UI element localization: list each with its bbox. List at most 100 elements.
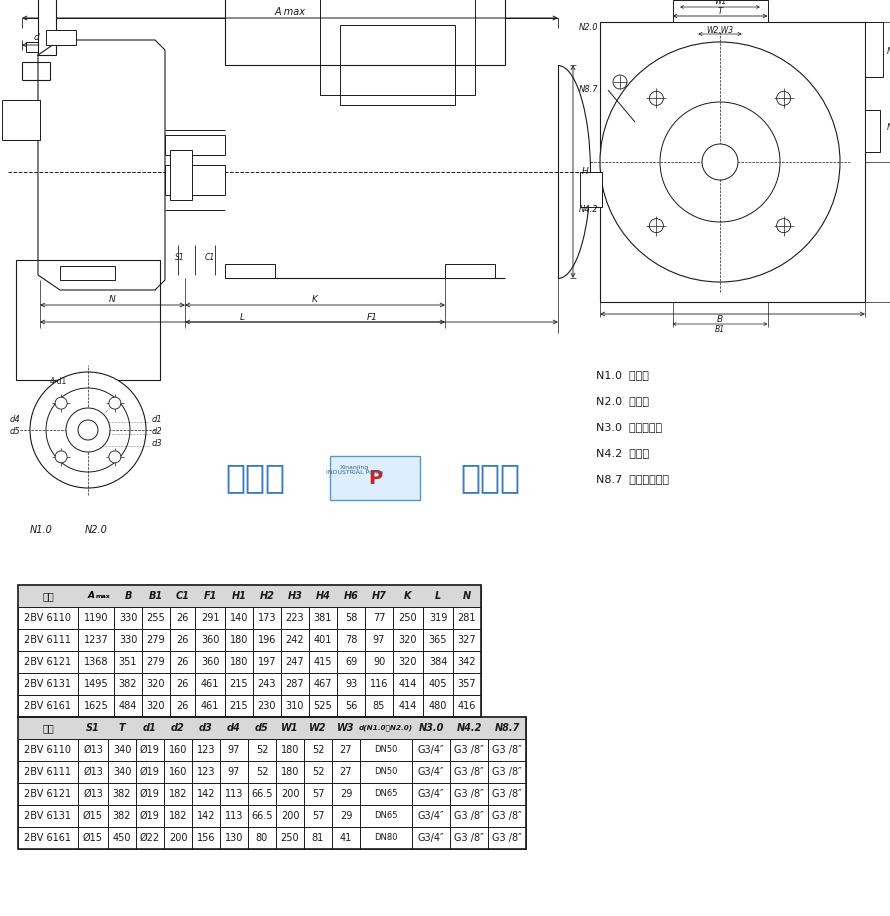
Text: 1190: 1190 [84, 613, 109, 623]
Text: N: N [109, 296, 116, 304]
Text: Ø19: Ø19 [140, 811, 160, 821]
Text: DN65: DN65 [375, 790, 398, 799]
Text: 29: 29 [340, 789, 352, 799]
Text: 291: 291 [201, 613, 219, 623]
Text: K: K [312, 296, 318, 304]
Text: 320: 320 [399, 635, 417, 645]
Text: H7: H7 [371, 591, 386, 601]
Circle shape [30, 372, 146, 488]
Text: N8.7  汽蚀保护接口: N8.7 汽蚀保护接口 [596, 474, 669, 484]
Text: B: B [717, 315, 723, 324]
Bar [865, 110, 880, 152]
Text: d(N1.0、N2.0): d(N1.0、N2.0) [359, 725, 413, 731]
Circle shape [66, 408, 110, 452]
Bar [865, 22, 883, 77]
Text: W3: W3 [337, 723, 355, 733]
Text: N1.0: N1.0 [30, 525, 53, 535]
Text: 250: 250 [399, 613, 417, 623]
Text: 484: 484 [118, 701, 137, 711]
Text: 130: 130 [225, 833, 243, 843]
Text: 1495: 1495 [84, 679, 109, 689]
Text: N4.2: N4.2 [578, 205, 598, 214]
Text: 461: 461 [201, 679, 219, 689]
Text: S1: S1 [86, 723, 100, 733]
Text: B1: B1 [149, 591, 163, 601]
Text: 255: 255 [147, 613, 166, 623]
Text: L: L [435, 591, 441, 601]
Circle shape [78, 420, 98, 440]
Text: DN80: DN80 [375, 834, 398, 843]
Text: max: max [96, 594, 110, 599]
Text: 2BV 6111: 2BV 6111 [25, 635, 71, 645]
Text: 27: 27 [340, 745, 352, 755]
Text: DN65: DN65 [375, 812, 398, 821]
Bar [18, 585, 481, 717]
Bar [18, 585, 481, 607]
Bar [225, 0, 505, 65]
Bar [330, 456, 420, 500]
Text: 382: 382 [113, 811, 131, 821]
Text: 461: 461 [201, 701, 219, 711]
Text: 113: 113 [225, 789, 243, 799]
Text: 1625: 1625 [84, 701, 109, 711]
Text: C1: C1 [205, 253, 215, 261]
Text: 90: 90 [373, 657, 385, 667]
Text: 287: 287 [286, 679, 304, 689]
Text: 116: 116 [370, 679, 388, 689]
Text: 57: 57 [312, 811, 324, 821]
Text: 123: 123 [197, 767, 215, 777]
Text: 180: 180 [281, 745, 299, 755]
Text: 80: 80 [256, 833, 268, 843]
Text: 450: 450 [113, 833, 131, 843]
Text: 330: 330 [118, 635, 137, 645]
Bar [673, 0, 767, 22]
Text: Ø19: Ø19 [140, 767, 160, 777]
Text: 310: 310 [286, 701, 304, 711]
Text: N2.0  排气口: N2.0 排气口 [596, 396, 649, 406]
Text: 1237: 1237 [84, 635, 109, 645]
Text: Ø19: Ø19 [140, 789, 160, 799]
Text: Ø19: Ø19 [140, 745, 160, 755]
Text: DN50: DN50 [375, 746, 398, 755]
Text: H3: H3 [287, 591, 303, 601]
Text: Ø13: Ø13 [83, 789, 103, 799]
Text: d3: d3 [152, 440, 163, 449]
Text: F1: F1 [203, 591, 216, 601]
Text: 182: 182 [169, 789, 187, 799]
Text: 52: 52 [255, 767, 268, 777]
Bar [170, 150, 192, 200]
Circle shape [702, 144, 738, 180]
Text: 新安江: 新安江 [225, 462, 285, 495]
Text: d3: d3 [199, 723, 213, 733]
Text: 1368: 1368 [84, 657, 109, 667]
Text: 351: 351 [118, 657, 137, 667]
Text: 2BV 6131: 2BV 6131 [25, 679, 71, 689]
Text: 56: 56 [344, 701, 357, 711]
Text: 340: 340 [113, 745, 131, 755]
Text: Ø15: Ø15 [83, 833, 103, 843]
Text: 200: 200 [280, 811, 299, 821]
Text: G3 /8″: G3 /8″ [492, 811, 522, 821]
Text: N8.7: N8.7 [494, 723, 520, 733]
Text: 26: 26 [176, 679, 189, 689]
Text: N: N [463, 591, 471, 601]
Text: 360: 360 [201, 635, 219, 645]
Text: W1: W1 [281, 723, 299, 733]
Text: N8.7: N8.7 [578, 85, 598, 94]
Text: 2BV 6110: 2BV 6110 [25, 745, 71, 755]
Text: 382: 382 [118, 679, 137, 689]
Text: 52: 52 [312, 745, 324, 755]
Text: 69: 69 [345, 657, 357, 667]
Text: 525: 525 [313, 701, 332, 711]
Text: 58: 58 [344, 613, 357, 623]
Text: 97: 97 [373, 635, 385, 645]
Text: G3 /8″: G3 /8″ [454, 789, 484, 799]
Text: W1: W1 [714, 0, 726, 6]
Text: 81: 81 [312, 833, 324, 843]
Text: d1: d1 [152, 416, 163, 424]
Text: 113: 113 [225, 811, 243, 821]
Text: d2: d2 [152, 428, 163, 437]
Text: 281: 281 [457, 613, 476, 623]
Text: 360: 360 [201, 657, 219, 667]
Text: 414: 414 [399, 679, 417, 689]
